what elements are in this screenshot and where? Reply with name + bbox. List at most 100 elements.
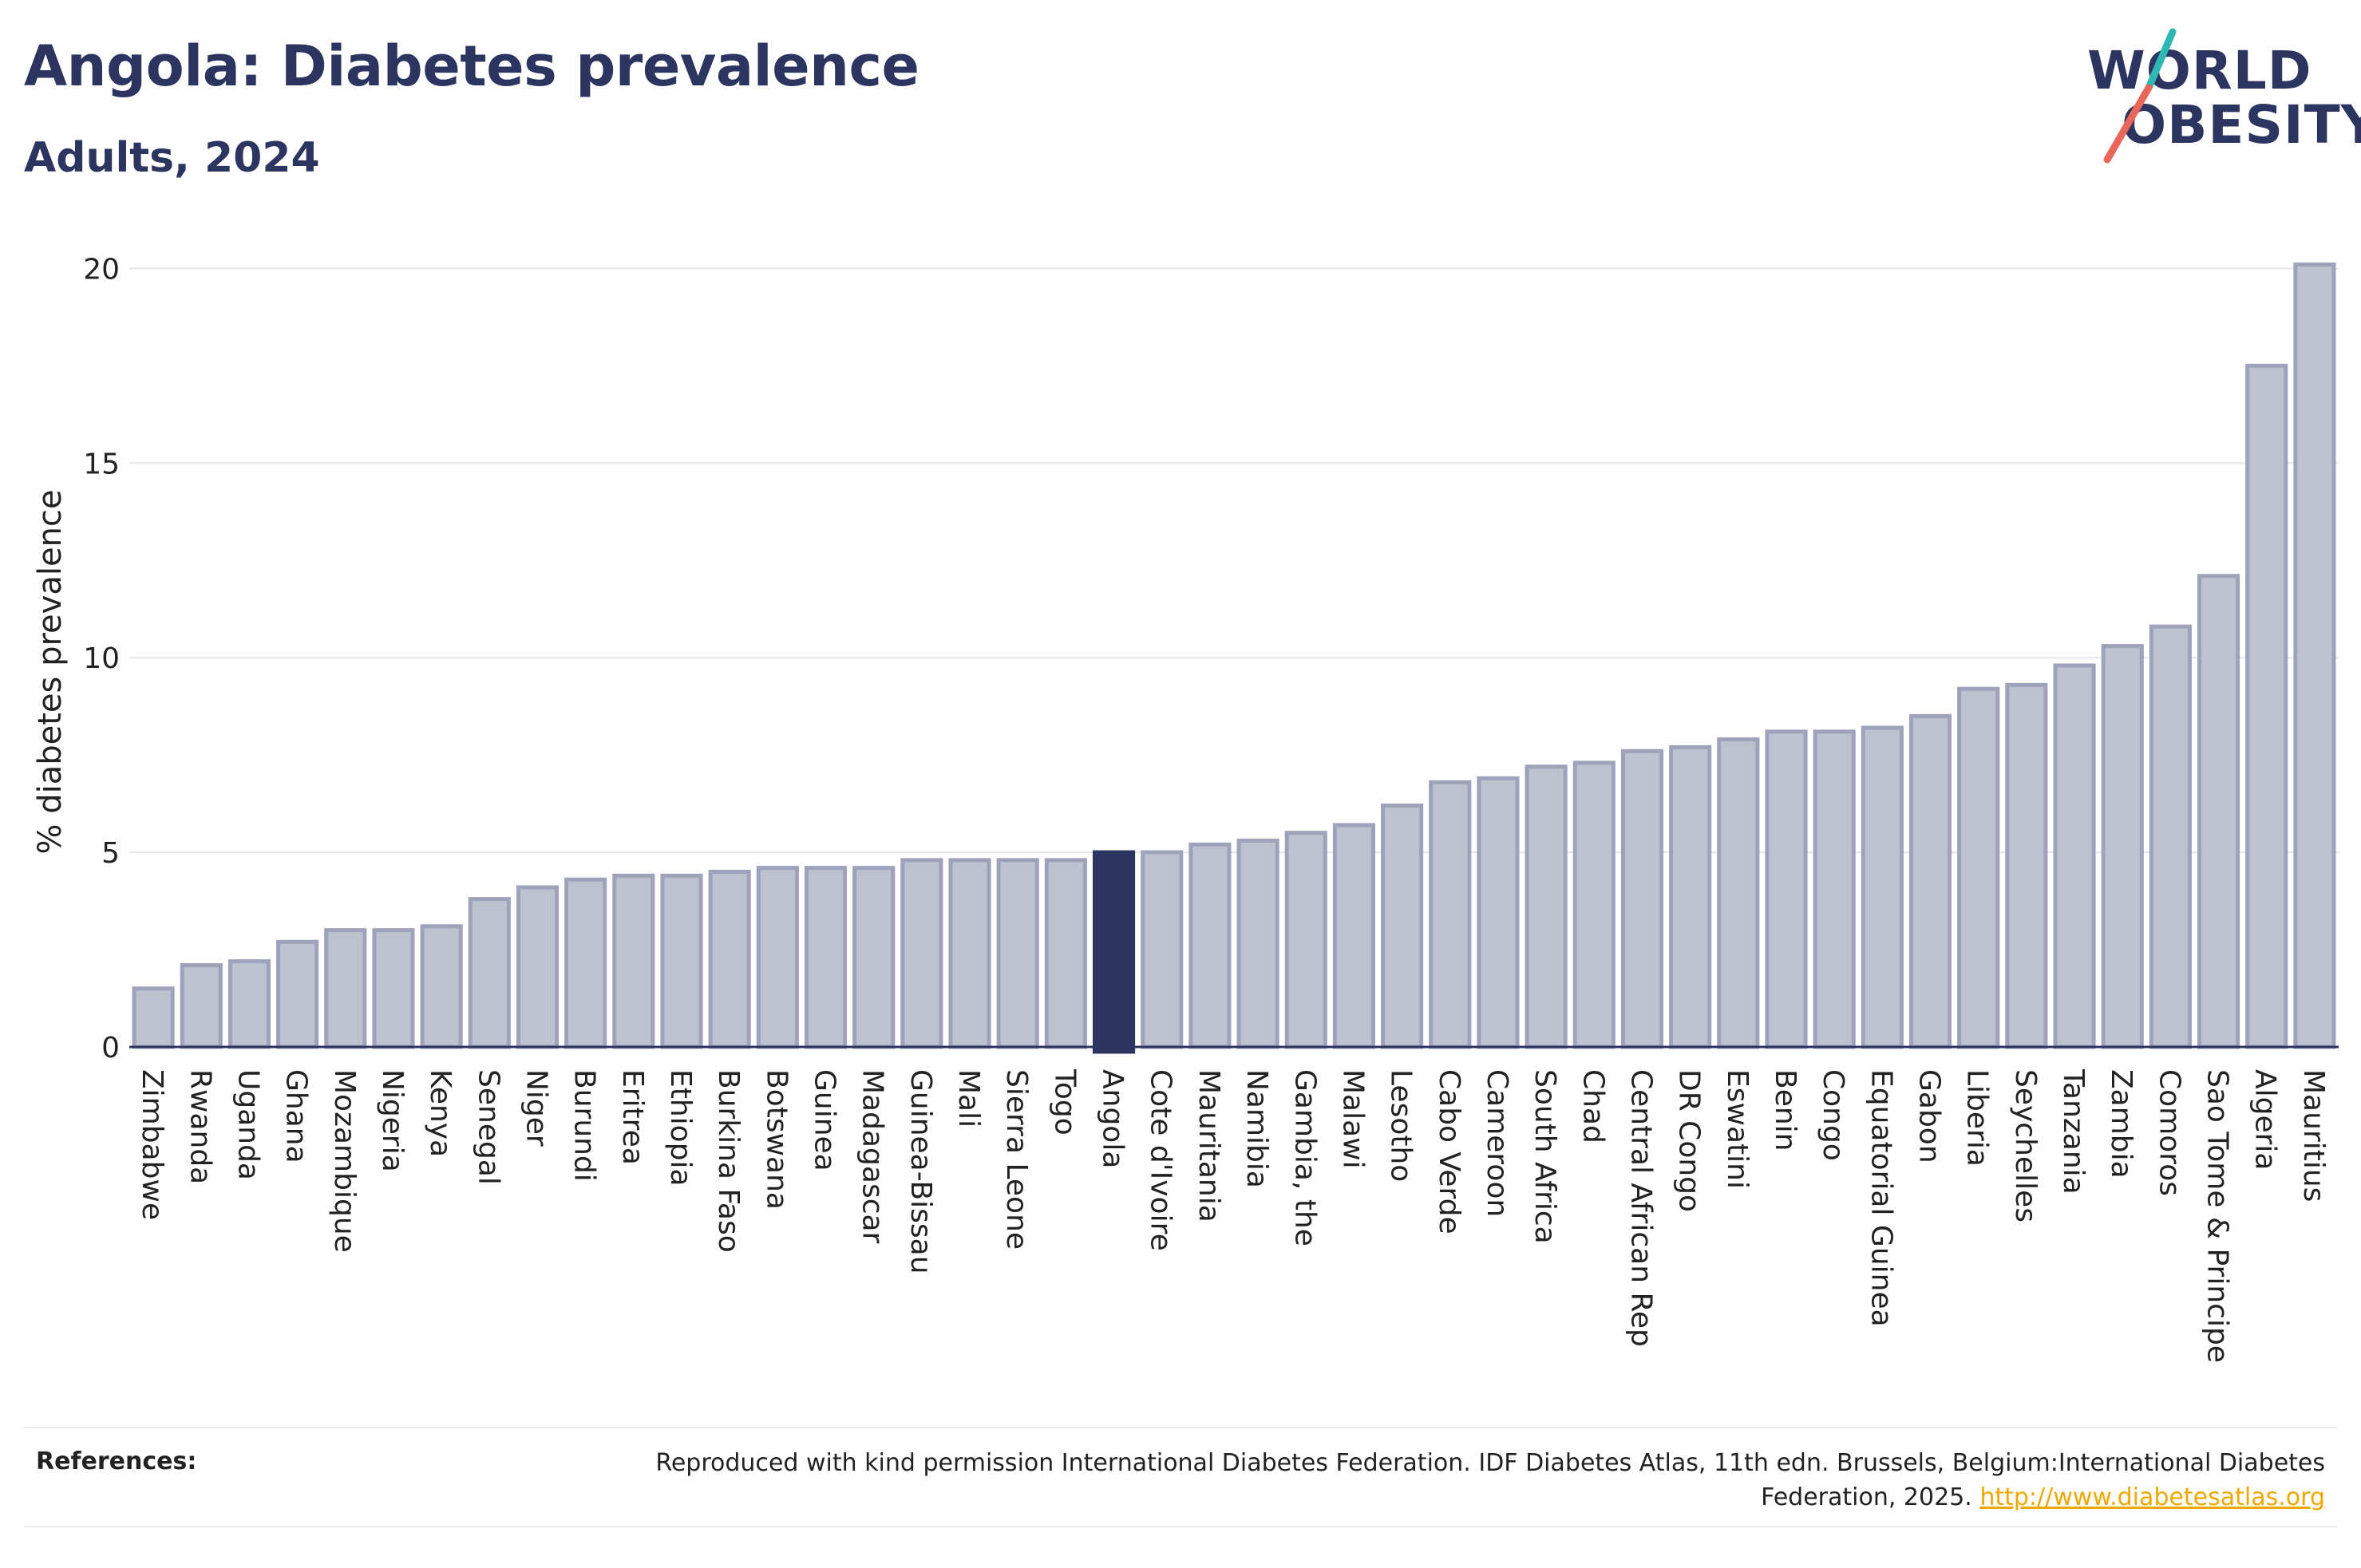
bar-central-african-rep bbox=[1620, 748, 1664, 1049]
bar-seychelles bbox=[2005, 682, 2048, 1049]
x-tick-label: Namibia bbox=[1240, 1069, 1273, 1188]
x-tick-label: Togo bbox=[1048, 1068, 1081, 1136]
y-tick-label: 20 bbox=[83, 253, 120, 286]
bar-malawi bbox=[1332, 823, 1376, 1049]
bar-mali bbox=[948, 858, 991, 1049]
bar-lesotho bbox=[1381, 804, 1424, 1049]
x-tick-label: Mauritius bbox=[2297, 1069, 2330, 1202]
x-tick-label: Benin bbox=[1769, 1069, 1801, 1151]
x-tick-label: Tanzania bbox=[2057, 1068, 2090, 1195]
x-tick-label: Uganda bbox=[231, 1069, 264, 1180]
bar-guinea bbox=[804, 866, 848, 1049]
bar-mozambique bbox=[324, 928, 367, 1049]
x-tick-label: Lesotho bbox=[1385, 1069, 1418, 1182]
x-tick-label: Zimbabwe bbox=[136, 1069, 168, 1220]
bar-botswana bbox=[756, 866, 799, 1049]
x-tick-label: Eritrea bbox=[616, 1069, 649, 1165]
references-divider-top bbox=[24, 1427, 2337, 1428]
references-link[interactable]: http://www.diabetesatlas.org bbox=[1979, 1483, 2325, 1511]
page-title: Angola: Diabetes prevalence bbox=[24, 34, 919, 99]
x-tick-label: Gabon bbox=[1913, 1069, 1946, 1163]
x-tick-label: DR Congo bbox=[1673, 1069, 1706, 1212]
bar-kenya bbox=[420, 924, 463, 1049]
x-axis-category-labels: Zimbabwe Rwanda Uganda Ghana Mozambique Niger… bbox=[136, 1068, 2330, 1363]
x-tick-label: Guinea-Bissau bbox=[904, 1069, 937, 1274]
x-tick-label: Algeria bbox=[2249, 1069, 2282, 1171]
bar-ghana bbox=[276, 939, 319, 1049]
bar-algeria bbox=[2245, 363, 2288, 1049]
bar-nigeria bbox=[372, 928, 415, 1049]
bar-guinea-bissau bbox=[900, 858, 943, 1049]
bar-gambia-the bbox=[1284, 831, 1327, 1049]
bar-senegal bbox=[468, 897, 511, 1049]
x-tick-label: Guinea bbox=[809, 1069, 841, 1171]
x-tick-label: Cabo Verde bbox=[1433, 1069, 1465, 1234]
logo-slash-icon bbox=[2103, 28, 2177, 164]
x-tick-label: Senegal bbox=[472, 1069, 504, 1185]
references-text: Reproduced with kind permission Internat… bbox=[609, 1446, 2325, 1515]
y-tick-label: 5 bbox=[101, 837, 120, 870]
bar-liberia bbox=[1957, 686, 2000, 1049]
x-tick-label: Congo bbox=[1817, 1069, 1849, 1161]
x-tick-label: Gambia, the bbox=[1288, 1069, 1321, 1246]
logo-text-world: WORLD bbox=[2087, 40, 2312, 101]
x-tick-label: Ghana bbox=[280, 1069, 313, 1163]
x-tick-label: Cote d'Ivoire bbox=[1145, 1069, 1177, 1251]
y-tick-label: 0 bbox=[101, 1032, 120, 1064]
x-tick-label: Sierra Leone bbox=[1000, 1069, 1033, 1250]
x-tick-label: Liberia bbox=[1961, 1069, 1994, 1167]
references-divider-bottom bbox=[24, 1526, 2337, 1527]
bar-zimbabwe bbox=[132, 986, 175, 1049]
x-tick-label: Ethiopia bbox=[664, 1069, 697, 1187]
bar-cameroon bbox=[1477, 776, 1520, 1049]
x-tick-label: Rwanda bbox=[184, 1069, 216, 1184]
y-tick-label: 10 bbox=[83, 642, 120, 675]
references-citation: Reproduced with kind permission Internat… bbox=[655, 1449, 2325, 1511]
x-tick-label: Niger bbox=[520, 1069, 552, 1147]
bar-congo bbox=[1813, 729, 1856, 1049]
page-subtitle: Adults, 2024 bbox=[24, 134, 320, 182]
logo-text-obesity: OBESITY bbox=[2122, 94, 2361, 156]
y-axis-title: % diabetes prevalence bbox=[32, 489, 69, 854]
bar-sierra-leone bbox=[996, 858, 1039, 1049]
world-obesity-logo: WORLD OBESITY bbox=[2083, 24, 2361, 168]
x-tick-label: Central African Rep bbox=[1624, 1069, 1657, 1347]
bar-niger bbox=[516, 885, 560, 1049]
bar-eswatini bbox=[1717, 737, 1760, 1049]
bar-equatorial-guinea bbox=[1861, 725, 1904, 1049]
x-tick-label: Kenya bbox=[424, 1069, 457, 1157]
bar-burkina-faso bbox=[708, 869, 751, 1049]
x-tick-label: Cameroon bbox=[1481, 1069, 1513, 1217]
bar-chart: 0 5 10 15 20 Zimbabwe Rwanda Uganda Ghana Mozamb… bbox=[32, 253, 2339, 1363]
bar-namibia bbox=[1236, 838, 1279, 1049]
x-tick-label: Equatorial Guinea bbox=[1865, 1069, 1897, 1327]
x-tick-label: Comoros bbox=[2153, 1069, 2185, 1196]
bar-benin bbox=[1765, 729, 1808, 1049]
bar-zambia bbox=[2101, 644, 2144, 1049]
bar-gabon bbox=[1908, 713, 1952, 1049]
references-label: References: bbox=[36, 1448, 197, 1475]
x-tick-label: Burundi bbox=[568, 1069, 601, 1182]
bar-comoros bbox=[2149, 624, 2192, 1049]
bar-cote-d-ivoire bbox=[1141, 850, 1184, 1049]
x-tick-label: Mauritania bbox=[1192, 1069, 1225, 1222]
bar-chad bbox=[1572, 760, 1616, 1049]
bars bbox=[132, 263, 2336, 1054]
x-tick-label: Eswatini bbox=[1721, 1069, 1754, 1189]
bar-mauritania bbox=[1188, 842, 1232, 1049]
bar-dr-congo bbox=[1669, 745, 1712, 1049]
x-tick-label: Botswana bbox=[760, 1069, 793, 1210]
x-tick-label: Nigeria bbox=[376, 1069, 409, 1172]
x-tick-label: Mozambique bbox=[328, 1069, 361, 1253]
bar-eritrea bbox=[612, 873, 655, 1049]
bar-ethiopia bbox=[660, 873, 703, 1049]
bar-burundi bbox=[564, 877, 607, 1049]
x-tick-label: Malawi bbox=[1336, 1069, 1369, 1169]
bar-sao-tome-principe bbox=[2197, 574, 2240, 1049]
bar-mauritius bbox=[2293, 263, 2336, 1049]
bar-cabo-verde bbox=[1429, 780, 1472, 1049]
bar-angola bbox=[1092, 850, 1136, 1054]
x-tick-label: Chad bbox=[1576, 1069, 1609, 1143]
x-tick-label: Madagascar bbox=[856, 1069, 889, 1244]
x-tick-label: South Africa bbox=[1529, 1069, 1561, 1244]
